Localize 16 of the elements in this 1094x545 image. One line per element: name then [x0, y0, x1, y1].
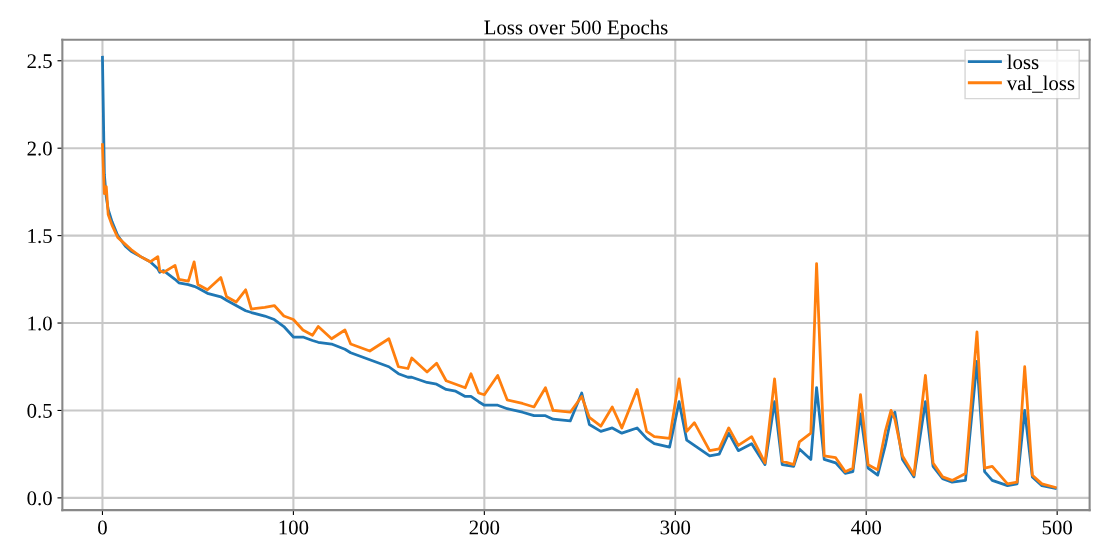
- x-tick-label: 300: [660, 520, 691, 535]
- x-tick-label: 100: [279, 520, 309, 535]
- chart-title: Loss over 500 Epochs: [484, 19, 668, 39]
- y-tick-label: 1.5: [28, 229, 52, 244]
- x-tick-label: 200: [469, 520, 500, 535]
- y-tick-label: 2.5: [27, 54, 52, 69]
- y-tick-label: 2.0: [27, 141, 52, 156]
- legend-label: loss: [1007, 54, 1039, 70]
- x-tick-label: 500: [1042, 520, 1072, 535]
- x-tick-label: 0: [98, 520, 107, 535]
- y-tick-label: 0.5: [27, 403, 52, 418]
- y-tick-label: 1.0: [28, 316, 52, 331]
- y-tick-label: 0.0: [27, 491, 52, 506]
- line-series: [101, 143, 1057, 489]
- legend-label: val_loss: [1006, 75, 1075, 93]
- x-tick-label: 400: [851, 520, 882, 535]
